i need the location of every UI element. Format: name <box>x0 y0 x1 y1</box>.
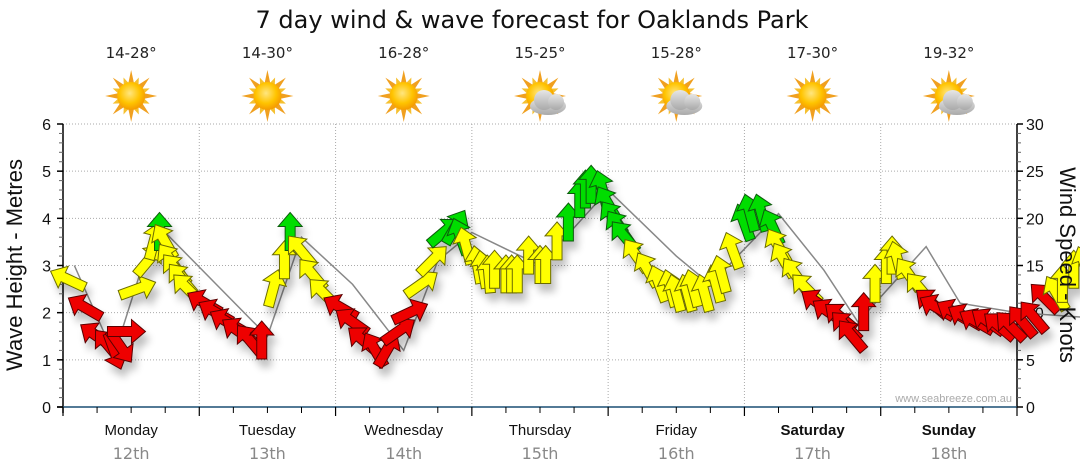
day-label: Tuesday <box>239 422 296 439</box>
wind-arrow <box>390 298 429 326</box>
wind-arrow <box>415 246 447 278</box>
partly-cloudy-icon <box>922 70 975 122</box>
temperature-range: 17-30° <box>787 44 838 62</box>
day-date: 12th <box>113 444 150 463</box>
wind-arrow <box>67 293 105 322</box>
y-tick-label: 6 <box>42 117 51 134</box>
y-tick-label: 0 <box>42 400 51 417</box>
y-tick-label: 1 <box>42 353 51 370</box>
day-date: 18th <box>930 444 967 463</box>
wind-arrow <box>49 265 88 293</box>
wind-arrow <box>106 318 147 345</box>
day-label: Saturday <box>780 422 845 439</box>
wind-series <box>49 164 1080 370</box>
partly-cloudy-icon <box>514 70 566 122</box>
y2-tick-label: 5 <box>1026 353 1035 370</box>
temperature-range: 14-30° <box>242 44 293 62</box>
wind-arrow <box>707 254 733 295</box>
day-date: 16th <box>658 444 695 463</box>
partly-cloudy-icon <box>650 70 703 122</box>
y2-tick-label: 30 <box>1026 117 1044 134</box>
temperature-range: 14-28° <box>106 44 157 62</box>
wind-arrow <box>117 274 157 301</box>
sunny-icon <box>377 70 430 122</box>
temperature-range: 15-25° <box>514 44 565 62</box>
sunny-icon <box>105 70 158 122</box>
day-label: Friday <box>655 422 697 439</box>
wave-height-line <box>73 188 1080 358</box>
day-date: 13th <box>249 444 286 463</box>
day-date: 17th <box>794 444 831 463</box>
wind-arrow <box>838 320 869 354</box>
watermark: www.seabreeze.com.au <box>894 393 1012 405</box>
sunny-icon <box>786 70 839 122</box>
day-label: Wednesday <box>364 422 443 439</box>
y-tick-label: 2 <box>42 306 51 323</box>
wave-height-series <box>73 188 1080 358</box>
wind-arrow <box>1020 301 1051 336</box>
day-label: Monday <box>104 422 158 439</box>
y-axis-title-right: Wind Speed - Knots <box>1055 167 1080 363</box>
y-tick-label: 5 <box>42 164 51 181</box>
wind-arrow <box>718 231 745 271</box>
wind-arrow <box>1070 245 1080 285</box>
y-tick-label: 3 <box>42 259 51 276</box>
axes: 0123456051015202530Monday12thTuesday13th… <box>42 117 1044 463</box>
y2-tick-label: 0 <box>1026 400 1035 417</box>
y2-tick-label: 15 <box>1026 259 1044 276</box>
sunny-icon <box>241 70 294 122</box>
day-label: Thursday <box>509 422 572 439</box>
chart-title: 7 day wind & wave forecast for Oaklands … <box>256 6 809 34</box>
temperature-range: 15-28° <box>651 44 702 62</box>
wind-arrow <box>372 332 401 370</box>
day-label: Sunday <box>922 422 977 439</box>
day-forecast-headers: 14-28° 14-30° 16-28° 15-25° 15-28° 17-30° 19-3… <box>105 44 975 122</box>
grid-lines <box>63 123 1017 407</box>
y-axis-title-left: Wave Height - Metres <box>2 159 27 371</box>
y2-tick-label: 20 <box>1026 211 1044 228</box>
day-date: 15th <box>522 444 559 463</box>
day-date: 14th <box>385 444 422 463</box>
temperature-range: 19-32° <box>923 44 974 62</box>
y-tick-label: 4 <box>42 211 51 228</box>
temperature-range: 16-28° <box>378 44 429 62</box>
wind-arrow <box>248 320 275 360</box>
y2-tick-label: 25 <box>1026 164 1044 181</box>
